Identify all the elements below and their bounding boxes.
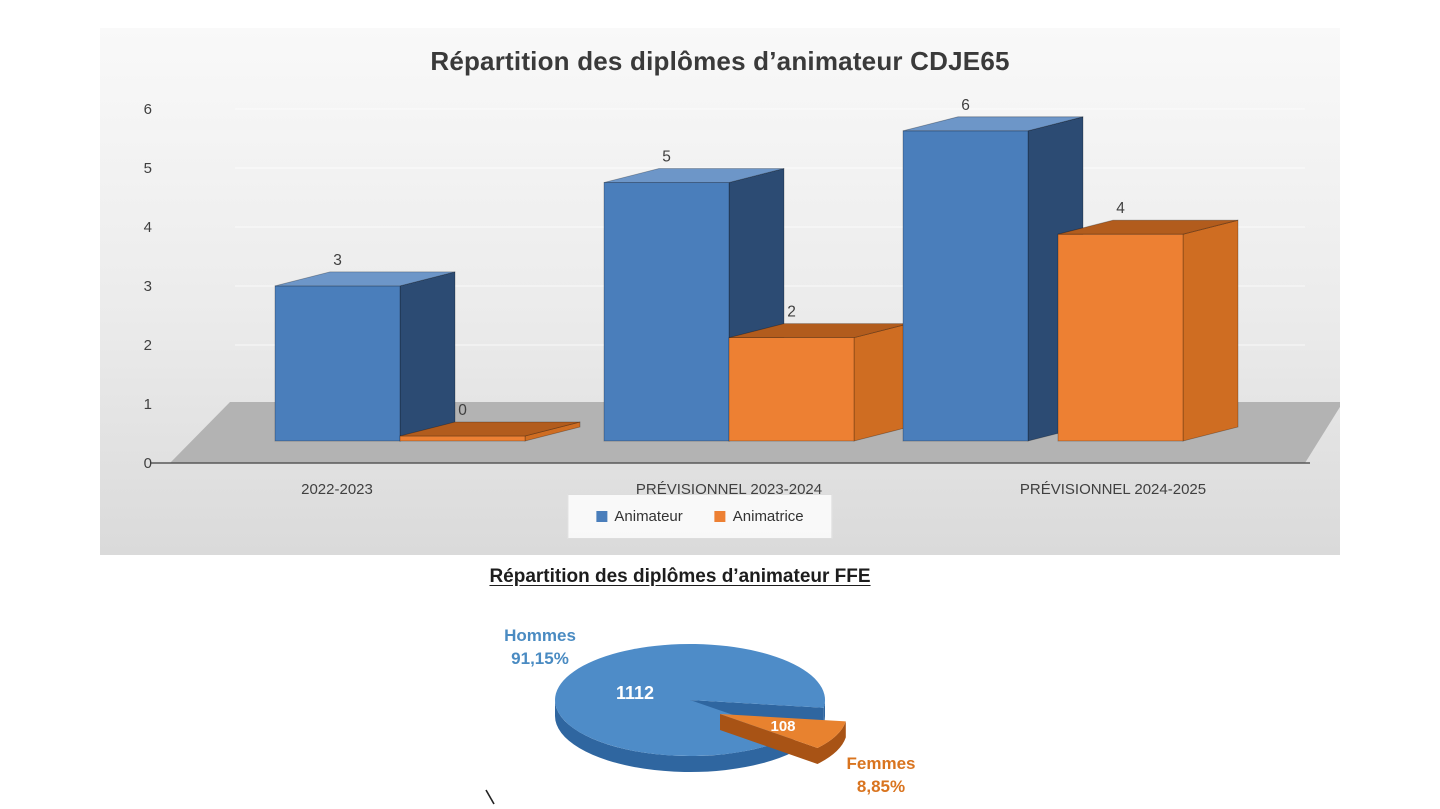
- bar-value-label: 4: [1116, 200, 1125, 217]
- bar-chart-panel: 0 1 2 3 4 5 6 3 0 5 2 6 4 2022-2023 PRÉVISIONNEL 2023-…: [100, 28, 1340, 555]
- pie-callout-hommes-pct: 91,15%: [511, 649, 569, 668]
- pie-chart-canvas: 1112 108: [485, 643, 846, 805]
- legend-label-animatrice: Animatrice: [732, 508, 804, 525]
- legend-item-animateur: Animateur: [596, 508, 683, 525]
- pie-value-label-hommes: 1112: [616, 683, 654, 703]
- legend-swatch-animatrice-icon: [714, 511, 726, 522]
- bar-value-label: 5: [662, 149, 671, 166]
- category-label: PRÉVISIONNEL 2023-2024: [636, 481, 822, 498]
- bar-value-label: 0: [458, 402, 467, 419]
- bar-value-label: 6: [961, 97, 970, 114]
- bar-value-label: 2: [787, 304, 796, 321]
- bar-animateur-1: 5: [603, 149, 785, 442]
- y-tick-label: 2: [144, 337, 152, 354]
- bar-animatrice-0: 0: [399, 402, 581, 442]
- bar-animatrice-1: 2: [728, 304, 910, 442]
- pie-slice-femmes: [720, 714, 846, 764]
- bar-animatrice-2: 4: [1057, 200, 1239, 442]
- bar-chart-canvas: 0 1 2 3 4 5 6 3 0 5 2 6 4 2022-2023 PRÉVISIONNEL 2023-…: [144, 97, 1340, 498]
- pie-value-label-femmes: 108: [770, 718, 795, 735]
- legend-swatch-animateur-icon: [596, 511, 608, 522]
- pie-callout-femmes-pct: 8,85%: [856, 777, 906, 796]
- legend-label-animateur: Animateur: [614, 508, 683, 525]
- y-tick-label: 3: [144, 278, 152, 295]
- pie-callout-hommes-label: Hommes: [504, 626, 576, 645]
- y-tick-label: 5: [144, 160, 152, 177]
- bar-value-label: 3: [333, 252, 342, 269]
- pie-callout-hommes: Hommes 91,15%: [475, 624, 605, 670]
- category-label: 2022-2023: [301, 481, 373, 498]
- y-tick-label: 1: [144, 396, 152, 413]
- y-tick-label: 4: [144, 219, 152, 236]
- y-tick-label: 0: [144, 455, 152, 472]
- bar-animateur-0: 3: [274, 252, 456, 442]
- bar-chart-title: Répartition des diplômes d’animateur CDJ…: [430, 46, 1010, 76]
- bar-chart-legend: Animateur Animatrice: [567, 494, 833, 539]
- legend-item-animatrice: Animatrice: [714, 508, 804, 525]
- pie-chart-title: Répartition des diplômes d’animateur FFE: [489, 566, 871, 587]
- pie-callout-femmes-label: Femmes: [846, 754, 916, 773]
- stray-mark: [485, 789, 495, 805]
- bar-animateur-2: 6: [902, 97, 1084, 442]
- pie-callout-femmes: Femmes 8,85%: [816, 752, 946, 798]
- y-tick-label: 6: [144, 101, 152, 118]
- category-label: PRÉVISIONNEL 2024-2025: [1020, 481, 1206, 498]
